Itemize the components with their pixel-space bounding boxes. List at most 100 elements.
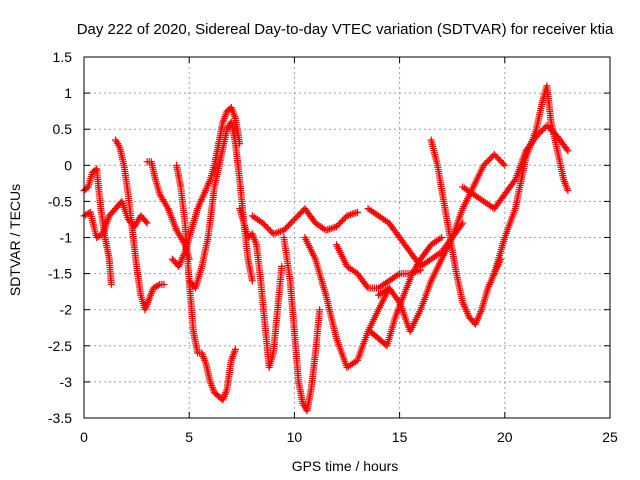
data-point-marker	[483, 158, 491, 166]
satellite-track-1	[80, 165, 115, 288]
satellite-track-10	[280, 234, 324, 415]
data-point-marker	[538, 126, 546, 134]
data-points	[80, 82, 572, 415]
data-point-marker	[335, 220, 343, 228]
data-point-marker	[262, 222, 270, 230]
data-point-marker	[348, 210, 356, 218]
data-point-marker	[259, 219, 267, 227]
satellite-track-18	[490, 82, 572, 278]
data-point-marker	[231, 345, 239, 353]
y-tick-label: -2	[60, 302, 73, 318]
satellite-track-9	[248, 205, 362, 238]
y-tick-label: -1.5	[48, 266, 72, 282]
data-point-marker	[295, 211, 303, 219]
data-point-marker	[337, 218, 345, 226]
data-point-marker	[107, 280, 115, 288]
data-point-marker	[281, 225, 289, 233]
y-tick-label: -3	[60, 374, 73, 390]
data-point-marker	[484, 157, 492, 165]
data-point-marker	[273, 229, 281, 237]
y-tick-label: 1	[64, 85, 72, 101]
satellite-track-8	[236, 205, 286, 371]
data-point-marker	[154, 281, 162, 289]
satellite-track-11	[301, 234, 393, 371]
data-point-marker	[260, 221, 268, 229]
data-point-marker	[290, 215, 298, 223]
data-point-marker	[338, 216, 346, 224]
data-point-marker	[499, 160, 507, 168]
satellite-track-3	[112, 136, 168, 314]
data-point-marker	[438, 234, 446, 241]
x-tick-label: 10	[287, 429, 303, 445]
data-point-marker	[544, 123, 552, 131]
data-point-marker	[265, 225, 273, 233]
data-point-marker	[496, 157, 504, 165]
satellite-track-14	[366, 234, 446, 350]
data-point-marker	[287, 219, 295, 227]
y-tick-label: 0	[64, 157, 72, 173]
data-point-marker	[564, 187, 572, 195]
data-point-marker	[352, 209, 360, 217]
x-tick-label: 15	[392, 429, 408, 445]
data-point-marker	[334, 221, 342, 229]
data-point-marker	[340, 215, 348, 223]
satellite-track-6	[168, 104, 244, 270]
y-tick-label: -2.5	[48, 338, 72, 354]
data-point-marker	[292, 214, 300, 222]
data-point-marker	[324, 226, 332, 234]
data-point-marker	[263, 224, 271, 232]
y-axis-tick-labels: -3.5 -3 -2.5 -2 -1.5 -1 -0.5 0 0.5 1 1.5	[48, 49, 72, 426]
data-point-marker	[278, 262, 286, 270]
y-tick-label: -1	[60, 230, 73, 246]
satellite-track-5	[173, 161, 239, 404]
data-point-marker	[293, 212, 301, 220]
data-point-marker	[275, 228, 283, 236]
data-point-marker	[160, 280, 168, 288]
x-tick-label: 5	[185, 429, 193, 445]
data-point-marker	[325, 225, 333, 233]
data-point-marker	[498, 158, 506, 166]
data-point-marker	[316, 306, 324, 314]
data-point-marker	[327, 224, 335, 232]
data-point-marker	[350, 209, 358, 217]
data-point-marker	[394, 297, 402, 305]
data-point-marker	[540, 125, 548, 133]
data-point-marker	[153, 282, 161, 290]
satellite-track-16	[427, 136, 505, 328]
data-point-marker	[248, 277, 256, 285]
x-axis-tick-labels: 0 5 10 15 20 25	[80, 429, 618, 445]
data-point-marker	[289, 217, 297, 225]
data-point-marker	[280, 226, 288, 234]
data-point-marker	[480, 161, 488, 169]
data-point-marker	[296, 209, 304, 217]
data-point-marker	[283, 223, 291, 231]
data-point-marker	[492, 152, 500, 160]
data-point-marker	[564, 147, 572, 155]
data-point-marker	[332, 223, 340, 231]
x-tick-label: 20	[497, 429, 513, 445]
satellite-track-2	[80, 197, 151, 241]
data-point-marker	[266, 227, 274, 235]
chart-title: Day 222 of 2020, Sidereal Day-to-day VTE…	[77, 21, 614, 38]
data-point-marker	[284, 222, 292, 230]
data-point-marker	[487, 154, 495, 162]
data-point-marker	[493, 154, 501, 162]
axis-ticks	[83, 56, 611, 419]
x-tick-label: 0	[80, 429, 88, 445]
data-point-marker	[501, 161, 509, 169]
data-point-marker	[563, 145, 571, 153]
data-point-marker	[510, 177, 518, 185]
data-point-marker	[286, 220, 294, 228]
x-axis-label: GPS time / hours	[292, 458, 399, 474]
y-tick-label: -3.5	[48, 410, 72, 426]
data-point-marker	[486, 155, 494, 163]
data-point-marker	[354, 208, 362, 216]
y-axis-label: SDTVAR / TECUs	[7, 184, 23, 296]
data-point-marker	[363, 282, 371, 290]
data-point-marker	[481, 160, 489, 168]
data-point-marker	[142, 218, 150, 226]
y-tick-label: 1.5	[53, 49, 73, 65]
data-point-marker	[490, 150, 498, 158]
